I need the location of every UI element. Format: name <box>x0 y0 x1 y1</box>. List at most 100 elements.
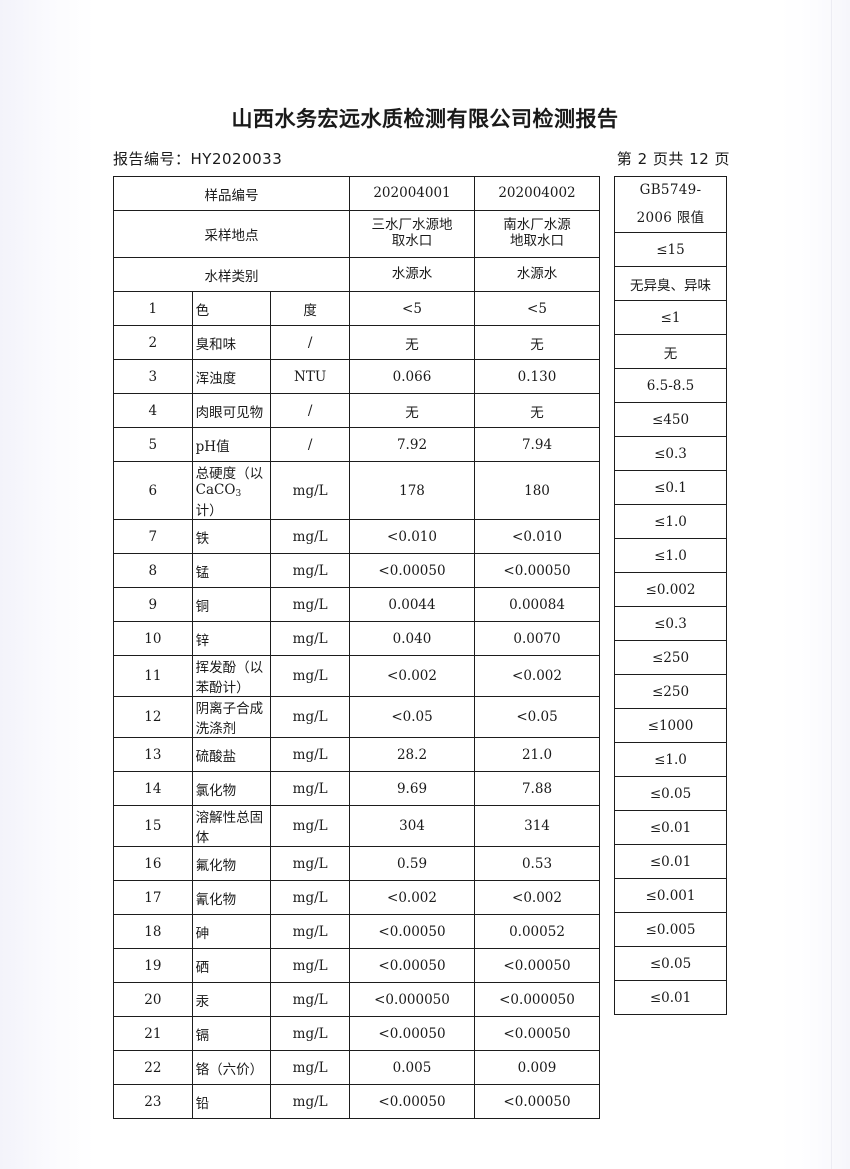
row-index: 12 <box>113 696 193 738</box>
parameter-unit: / <box>270 325 350 360</box>
parameter-name: 挥发酚（以苯酚计） <box>191 655 272 697</box>
sample-2-type: 水源水 <box>474 257 600 292</box>
parameter-unit: mg/L <box>270 461 350 520</box>
limit-value: ≤0.01 <box>614 980 727 1016</box>
sample-2-value: <0.00050 <box>474 948 600 983</box>
table-row: 6 总硬度（以CaCO3计） mg/L 178 180 <box>113 461 600 520</box>
parameter-name: 臭和味 <box>191 325 272 360</box>
sample-2-value: 7.88 <box>474 771 600 806</box>
table-row: 5 pH值/7.92 7.94 <box>113 427 600 462</box>
sample-2-value: 180 <box>474 461 600 520</box>
page-indicator: 第 2 页共 12 页 <box>616 150 730 168</box>
limit-row: 6.5-8.5 <box>614 368 727 404</box>
table-row: 13 硫酸盐 mg/L 28.2 21.0 <box>113 737 600 772</box>
parameter-name: 总硬度（以CaCO3计） <box>191 461 272 520</box>
limit-row: ≤15 <box>614 232 727 268</box>
limit-row: ≤0.1 <box>614 470 727 506</box>
sample-1-site: 三水厂水源地 取水口 <box>349 210 475 258</box>
limit-header-row: GB5749- 2006 限值 <box>614 175 727 234</box>
row-index: 5 <box>113 427 193 462</box>
limit-row: ≤0.05 <box>614 946 727 982</box>
limit-value: 6.5-8.5 <box>614 368 727 404</box>
limit-value: ≤0.01 <box>614 810 727 846</box>
limit-value: ≤1.0 <box>614 504 727 540</box>
table-row: 9 铜 mg/L 0.0044 0.00084 <box>113 587 600 622</box>
sample-2-value: <0.05 <box>474 696 600 738</box>
limit-row: ≤250 <box>614 640 727 676</box>
row-index: 8 <box>113 553 193 588</box>
table-row: 22 铬（六价） mg/L 0.005 0.009 <box>113 1050 600 1085</box>
table-row: 7 铁 mg/L <0.010 <0.010 <box>113 519 600 554</box>
sample-2-value: <0.00050 <box>474 553 600 588</box>
parameter-name: 铜 <box>191 587 272 622</box>
parameter-unit: mg/L <box>270 587 350 622</box>
limit-header-line1: GB5749- <box>639 182 702 198</box>
sample-1-value: <0.010 <box>349 519 475 554</box>
row-index: 4 <box>113 393 193 428</box>
limit-value: ≤0.05 <box>614 946 727 982</box>
sample-1-id: 202004001 <box>349 176 475 211</box>
sample-1-value: <0.00050 <box>349 914 475 949</box>
limit-row: ≤450 <box>614 402 727 438</box>
parameter-unit: / <box>270 427 350 462</box>
parameter-name: 锰 <box>191 553 272 588</box>
sample-2-value: 0.130 <box>474 359 600 394</box>
report-meta: 报告编号：HY2020033 第 2 页共 12 页 <box>113 148 730 169</box>
parameter-unit: mg/L <box>270 1084 350 1119</box>
row-index: 17 <box>113 880 193 915</box>
report-number: 报告编号：HY2020033 <box>113 150 283 168</box>
limit-row: ≤0.3 <box>614 606 727 642</box>
sample-1-value: 178 <box>349 461 475 520</box>
sample-2-value: 无 <box>474 325 600 360</box>
limit-value: 无 <box>614 334 727 370</box>
table-row: 17 氰化物 mg/L <0.002 <0.002 <box>113 880 600 915</box>
limit-row: ≤0.002 <box>614 572 727 608</box>
sample-2-value: <0.000050 <box>474 982 600 1017</box>
parameter-name: 硫酸盐 <box>191 737 272 772</box>
limit-row: ≤0.001 <box>614 878 727 914</box>
sample-2-value: <0.00050 <box>474 1084 600 1119</box>
sample-1-value: 0.005 <box>349 1050 475 1085</box>
parameter-unit: / <box>270 393 350 428</box>
table-row: 12 阴离子合成洗涤剂 mg/L <0.05 <0.05 <box>113 696 600 738</box>
limit-value: ≤0.01 <box>614 844 727 880</box>
sample-1-value: 9.69 <box>349 771 475 806</box>
row-index: 14 <box>113 771 193 806</box>
table-row: 1 色度 <5 <5 <box>113 291 600 326</box>
sample-2-value: <5 <box>474 291 600 326</box>
parameter-name: 铬（六价） <box>191 1050 272 1085</box>
sample-2-value: <0.002 <box>474 880 600 915</box>
limit-table-body: GB5749- 2006 限值 ≤15 无异臭、异味 ≤1 无 6.5-8.5 ≤450 ≤… <box>614 175 727 1016</box>
parameter-unit: NTU <box>270 359 350 394</box>
sample-1-site-line1: 三水厂水源地 <box>371 217 453 234</box>
parameter-name: 溶解性总固体 <box>191 805 272 847</box>
table-row: 4 肉眼可见物 / 无无 <box>113 393 600 428</box>
row-index: 10 <box>113 621 193 656</box>
parameter-name: 氯化物 <box>191 771 272 806</box>
results-table-body: 样品编号 202004001 202004002 采样地点 三水厂水源地 取水口… <box>113 176 600 1119</box>
sample-1-value: <0.00050 <box>349 1084 475 1119</box>
sample-1-value: <0.05 <box>349 696 475 738</box>
sample-2-value: <0.010 <box>474 519 600 554</box>
parameter-unit: mg/L <box>270 846 350 881</box>
parameter-name: pH值 <box>191 427 272 462</box>
parameter-unit: 度 <box>270 291 350 326</box>
sample-1-value: <5 <box>349 291 475 326</box>
parameter-name: 镉 <box>191 1016 272 1051</box>
parameter-unit: mg/L <box>270 914 350 949</box>
parameter-unit: mg/L <box>270 948 350 983</box>
limit-row: ≤0.05 <box>614 776 727 812</box>
sample-1-value: 无 <box>349 393 475 428</box>
limit-value: ≤0.3 <box>614 436 727 472</box>
sample-2-value: <0.00050 <box>474 1016 600 1051</box>
limit-value: ≤0.001 <box>614 878 727 914</box>
limit-row: 无 <box>614 334 727 370</box>
limit-value: 无异臭、异味 <box>614 266 727 302</box>
limit-row: ≤0.01 <box>614 844 727 880</box>
table-row: 21 镉 mg/L <0.00050 <0.00050 <box>113 1016 600 1051</box>
header-row-sample-id: 样品编号 202004001 202004002 <box>113 176 600 211</box>
limit-row: ≤1000 <box>614 708 727 744</box>
sample-2-value: 0.00052 <box>474 914 600 949</box>
sample-2-value: 0.009 <box>474 1050 600 1085</box>
limit-value: ≤1.0 <box>614 742 727 778</box>
